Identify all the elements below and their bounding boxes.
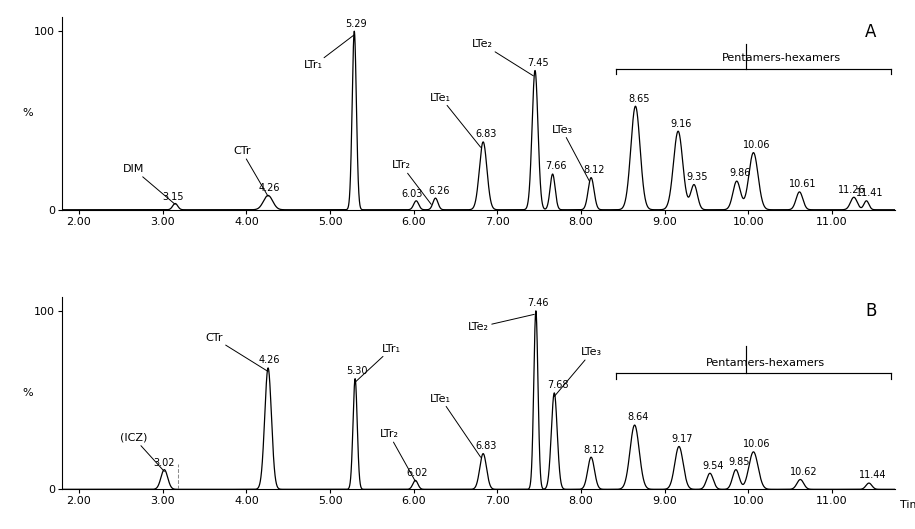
Text: LTe₂: LTe₂ <box>468 314 534 332</box>
Text: 9.35: 9.35 <box>686 172 708 182</box>
Text: Pentamers-hexamers: Pentamers-hexamers <box>722 53 842 63</box>
Text: Time: Time <box>899 500 915 510</box>
Text: 11.41: 11.41 <box>856 188 884 198</box>
Text: 6.83: 6.83 <box>476 441 497 451</box>
Text: 8.12: 8.12 <box>584 444 605 454</box>
Y-axis label: %: % <box>22 108 33 118</box>
Text: 8.12: 8.12 <box>584 165 605 175</box>
Text: 4.26: 4.26 <box>259 184 281 193</box>
Text: LTe₃: LTe₃ <box>552 125 589 181</box>
Text: 3.02: 3.02 <box>154 458 175 468</box>
Text: 3.15: 3.15 <box>163 191 184 202</box>
Text: 4.26: 4.26 <box>259 355 281 365</box>
Text: LTr₂: LTr₂ <box>380 430 415 481</box>
Text: 10.62: 10.62 <box>790 467 817 477</box>
Text: LTr₁: LTr₁ <box>305 35 354 70</box>
Text: 8.65: 8.65 <box>628 94 650 104</box>
Text: 6.03: 6.03 <box>402 189 423 199</box>
Text: 7.68: 7.68 <box>547 380 568 390</box>
Text: 10.06: 10.06 <box>743 439 770 449</box>
Text: CTr: CTr <box>233 146 268 196</box>
Text: 5.29: 5.29 <box>345 19 367 29</box>
Text: 9.86: 9.86 <box>729 169 750 178</box>
Text: 6.83: 6.83 <box>476 129 497 139</box>
Text: 6.26: 6.26 <box>428 186 449 196</box>
Text: A: A <box>866 23 877 41</box>
Text: LTe₁: LTe₁ <box>430 394 480 457</box>
Text: Pentamers-hexamers: Pentamers-hexamers <box>705 358 824 368</box>
Text: 9.54: 9.54 <box>703 461 724 471</box>
Text: 7.45: 7.45 <box>528 58 549 68</box>
Text: 9.85: 9.85 <box>728 457 750 467</box>
Text: 7.46: 7.46 <box>527 298 548 308</box>
Text: DIM: DIM <box>123 164 175 204</box>
Text: 11.26: 11.26 <box>838 185 866 195</box>
Text: 10.06: 10.06 <box>743 140 770 150</box>
Text: 7.66: 7.66 <box>545 161 566 171</box>
Y-axis label: %: % <box>22 388 33 398</box>
Text: (ICZ): (ICZ) <box>120 433 165 471</box>
Text: 11.44: 11.44 <box>858 470 886 480</box>
Text: 9.17: 9.17 <box>672 434 693 444</box>
Text: 5.30: 5.30 <box>346 366 368 376</box>
Text: LTr₁: LTr₁ <box>355 344 401 382</box>
Text: LTe₂: LTe₂ <box>472 39 533 76</box>
Text: LTe₁: LTe₁ <box>430 93 480 147</box>
Text: LTr₂: LTr₂ <box>393 160 431 204</box>
Text: 10.61: 10.61 <box>789 179 816 189</box>
Text: CTr: CTr <box>205 333 268 371</box>
Text: 6.02: 6.02 <box>406 468 428 478</box>
Text: B: B <box>866 302 877 320</box>
Text: LTe₃: LTe₃ <box>554 347 602 397</box>
Text: 8.64: 8.64 <box>628 413 649 422</box>
Text: 9.16: 9.16 <box>671 118 692 129</box>
